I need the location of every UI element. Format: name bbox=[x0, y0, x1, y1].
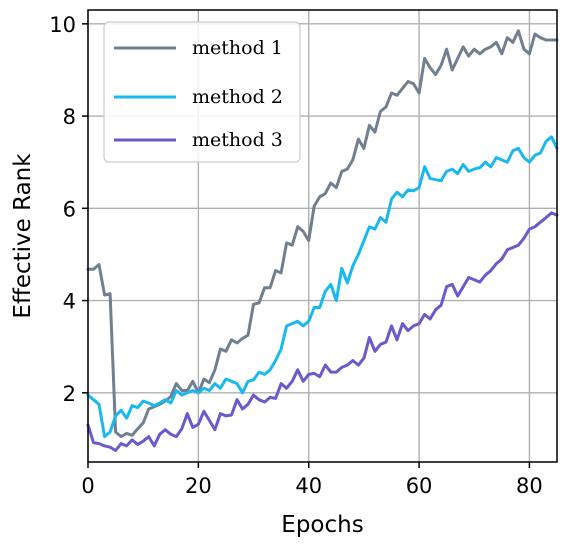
y-axis-title: Effective Rank bbox=[10, 153, 36, 319]
y-tick-label: 10 bbox=[49, 13, 76, 37]
axis-ticks: 0 20 40 60 80 2 4 6 8 10 bbox=[49, 13, 543, 498]
series-line-method-3 bbox=[86, 211, 559, 452]
x-tick-label: 0 bbox=[81, 474, 94, 498]
y-tick-label: 8 bbox=[63, 105, 76, 129]
legend-label-method-1: method 1 bbox=[192, 37, 283, 59]
x-tick-label: 40 bbox=[295, 474, 322, 498]
series-line-method-2 bbox=[86, 135, 559, 439]
legend-label-method-3: method 3 bbox=[192, 129, 283, 151]
x-axis-title: Epochs bbox=[281, 512, 363, 538]
legend-label-method-2: method 2 bbox=[192, 86, 283, 108]
x-tick-label: 80 bbox=[516, 474, 543, 498]
y-tick-label: 4 bbox=[63, 290, 76, 314]
x-tick-label: 20 bbox=[185, 474, 212, 498]
legend: method 1 method 2 method 3 bbox=[103, 21, 301, 163]
y-tick-label: 2 bbox=[63, 382, 76, 406]
series-layer bbox=[86, 29, 559, 452]
x-tick-label: 60 bbox=[406, 474, 433, 498]
y-tick-label: 6 bbox=[63, 197, 76, 221]
legend-box bbox=[103, 21, 301, 163]
plot-frame bbox=[87, 9, 558, 463]
